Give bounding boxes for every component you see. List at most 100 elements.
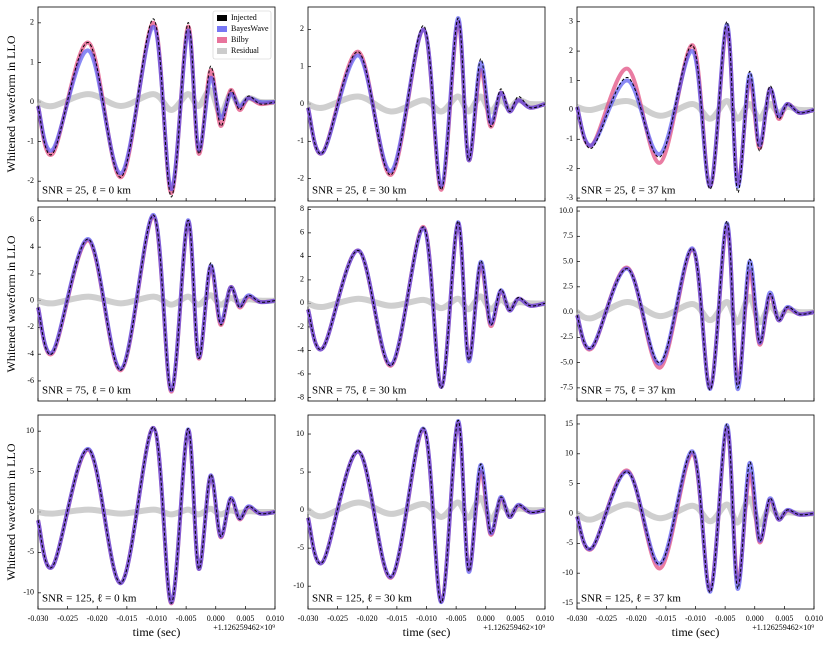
y-tick-label: 0 [300,298,304,307]
x-tick-label: 0.000 [207,614,225,623]
offset-text: +1.126259462×10⁹ [483,623,545,632]
panel: -2 -1 0 1 2 SNR = 25, ℓ = 0 km Whitened wavefo… [4,6,276,202]
x-axis-label: time (sec) [133,625,181,639]
x-tick-label: -0.015 [117,614,138,623]
y-tick-label: 2 [30,269,34,278]
x-tick-label: -0.025 [327,614,348,623]
y-tick-label: -10 [562,568,573,577]
y-tick-label: -10 [23,588,34,597]
y-tick-label: -1 [566,134,573,143]
y-tick-label: 2.5 [563,282,573,291]
x-tick-label: -0.010 [416,614,437,623]
y-axis-label: Whitened waveform in LLO [4,443,18,580]
x-axis-label: time (sec) [403,625,451,639]
y-tick-label: 2 [300,275,304,284]
legend-label: BayesWave [231,24,269,33]
x-tick-label: 0.000 [746,614,764,623]
y-tick-label: -5 [566,538,573,547]
x-tick-label: -0.020 [87,614,108,623]
y-tick-label: 5.0 [563,256,573,265]
y-tick-label: -2 [566,163,573,172]
x-tick-label: -0.010 [685,614,706,623]
y-tick-label: 5 [300,467,304,476]
x-tick-label: -0.030 [567,614,588,623]
y-tick-label: 0 [30,295,34,304]
y-tick-label: -2 [297,322,304,331]
y-tick-label: -5 [27,547,34,556]
y-tick-label: 0 [30,97,34,106]
legend-label: Injected [231,13,257,22]
y-tick-label: -2 [27,322,34,331]
panel: -6 -4 -2 0 2 4 6 SNR = 75, ℓ = 0 km Whitened wav… [4,206,276,402]
x-tick-label: 0.005 [236,614,254,623]
annotation: SNR = 25, ℓ = 37 km [581,185,676,197]
x-tick-label: -0.015 [387,614,408,623]
series-line [307,17,546,191]
series-line [576,220,815,391]
y-tick-label: -3 [566,193,573,202]
annotation: SNR = 75, ℓ = 37 km [581,385,676,397]
y-tick-label: 6 [30,215,34,224]
x-tick-label: 0.005 [775,614,793,623]
annotation: SNR = 75, ℓ = 30 km [312,385,407,397]
y-tick-label: 0 [300,99,304,108]
y-tick-label: 4 [30,242,34,251]
y-tick-label: 8 [300,204,304,213]
x-tick-label: -0.010 [146,614,167,623]
x-tick-label: -0.005 [446,614,467,623]
x-tick-label: 0.010 [536,614,554,623]
y-tick-label: 10 [296,429,304,438]
annotation: SNR = 125, ℓ = 37 km [581,593,681,605]
annotation: SNR = 25, ℓ = 30 km [312,185,407,197]
x-tick-label: 0.005 [506,614,524,623]
y-tick-label: -8 [297,392,304,401]
y-tick-label: 7.5 [563,231,573,240]
legend-label: Bilby [231,35,249,44]
y-tick-label: -6 [297,369,304,378]
series-line [307,220,546,389]
annotation: SNR = 25, ℓ = 0 km [42,185,131,197]
annotation: SNR = 125, ℓ = 0 km [42,593,137,605]
x-tick-label: -0.015 [656,614,677,623]
y-tick-label: -5 [297,543,304,552]
y-tick-label: 10 [565,449,573,458]
legend-box [212,10,272,60]
panel: -15 -10 -5 0 5 10 15 -0.030 -0.025 -0.020 -0.015 -0… [562,414,823,639]
x-tick-label: 0.010 [266,614,284,623]
x-axis-label: time (sec) [672,625,720,639]
y-tick-label: -2 [27,176,34,185]
legend-swatch [217,48,227,54]
legend-swatch [217,26,227,32]
x-tick-label: -0.020 [357,614,378,623]
legend-label: Residual [231,46,260,55]
y-tick-label: -15 [562,598,573,607]
y-tick-label: 10 [26,426,34,435]
y-tick-label: -6 [27,376,34,385]
annotation: SNR = 75, ℓ = 0 km [42,385,131,397]
series-line [576,21,815,193]
series-line [307,419,546,604]
y-tick-label: 15 [565,419,573,428]
y-tick-label: 6 [300,228,304,237]
x-tick-label: 0.010 [805,614,823,623]
panel: -3 -2 -1 0 1 2 3 SNR = 25, ℓ = 37 km [566,6,815,202]
legend-swatch [217,37,227,43]
panel: -10 -5 0 5 10 -0.030 -0.025 -0.020 -0.015 -0.010-… [4,414,284,639]
x-tick-label: -0.005 [715,614,736,623]
y-tick-label: -10 [293,581,304,590]
x-tick-label: -0.030 [298,614,319,623]
y-tick-label: 1 [569,75,573,84]
y-tick-label: 0 [569,105,573,114]
y-tick-label: 2 [30,18,34,27]
series-line [37,505,276,518]
y-tick-label: 0.0 [563,307,573,316]
series-line [36,24,276,192]
series-line [37,426,276,604]
y-tick-label: 5 [30,466,34,475]
y-tick-label: -2.5 [560,332,573,341]
y-tick-label: 0 [30,507,34,516]
series-line [37,18,276,198]
y-tick-label: 1 [30,57,34,66]
y-tick-label: -5.0 [560,357,573,366]
